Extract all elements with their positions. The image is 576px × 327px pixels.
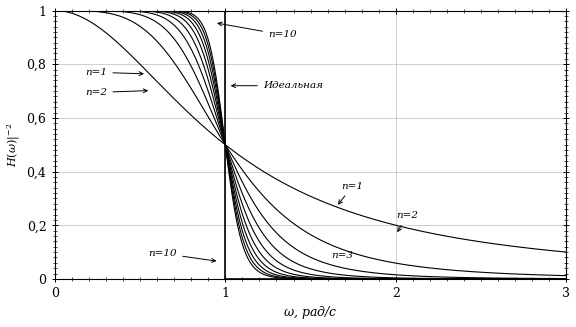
X-axis label: $\omega$, рад/с: $\omega$, рад/с — [283, 304, 338, 321]
Text: n=1: n=1 — [339, 182, 363, 204]
Text: n=3: n=3 — [331, 251, 353, 260]
Text: n=10: n=10 — [218, 22, 297, 39]
Text: n=2: n=2 — [85, 88, 147, 97]
Text: n=1: n=1 — [85, 68, 143, 77]
Text: n=2: n=2 — [396, 211, 418, 231]
Y-axis label: $H(\omega)|^{-2}$: $H(\omega)|^{-2}$ — [6, 123, 22, 167]
Text: n=10: n=10 — [149, 249, 215, 262]
Text: Идеальная: Идеальная — [232, 81, 323, 90]
